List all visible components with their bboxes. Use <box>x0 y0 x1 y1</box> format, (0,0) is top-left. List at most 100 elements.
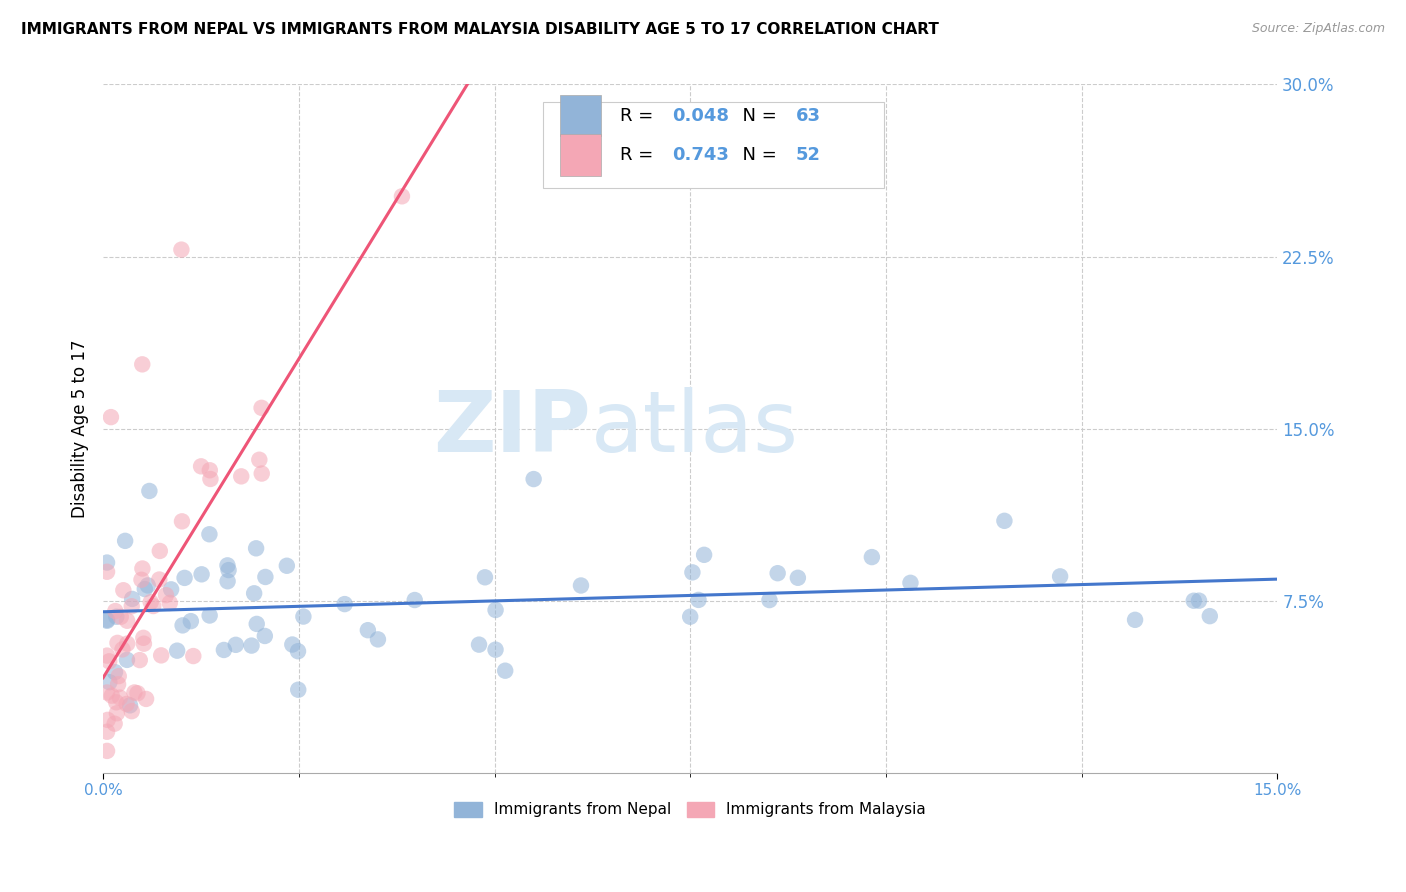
Point <box>132 631 155 645</box>
Point <box>198 608 221 623</box>
Point <box>105 609 128 624</box>
Text: Source: ZipAtlas.com: Source: ZipAtlas.com <box>1251 22 1385 36</box>
Point <box>132 637 155 651</box>
Point <box>758 593 780 607</box>
Point <box>484 642 506 657</box>
Point <box>124 685 146 699</box>
FancyBboxPatch shape <box>544 102 884 187</box>
Point <box>121 591 143 606</box>
Point <box>190 459 212 474</box>
Point <box>333 597 356 611</box>
Point <box>128 653 150 667</box>
Text: R =: R = <box>620 146 659 164</box>
Point <box>247 452 270 467</box>
Point <box>1182 593 1205 607</box>
Point <box>198 463 221 477</box>
Point <box>681 566 703 580</box>
Point <box>112 583 135 598</box>
Point <box>114 533 136 548</box>
Point <box>107 677 129 691</box>
Point <box>166 643 188 657</box>
Text: N =: N = <box>731 146 783 164</box>
Point <box>105 706 128 721</box>
Point <box>142 599 165 613</box>
Point <box>494 664 516 678</box>
Point <box>1049 569 1071 583</box>
Point <box>96 613 118 627</box>
Point <box>786 571 808 585</box>
Point <box>468 638 491 652</box>
Point <box>104 716 127 731</box>
Point <box>217 574 239 589</box>
Point <box>200 472 222 486</box>
Point <box>115 637 138 651</box>
Text: IMMIGRANTS FROM NEPAL VS IMMIGRANTS FROM MALAYSIA DISABILITY AGE 5 TO 17 CORRELA: IMMIGRANTS FROM NEPAL VS IMMIGRANTS FROM… <box>21 22 939 37</box>
Point <box>139 595 162 609</box>
Point <box>391 189 413 203</box>
Point <box>131 357 153 371</box>
Text: 0.048: 0.048 <box>672 106 730 125</box>
Point <box>108 690 131 705</box>
Point <box>115 614 138 628</box>
Point <box>131 573 153 587</box>
Point <box>170 514 193 528</box>
Text: atlas: atlas <box>591 387 799 470</box>
Point <box>281 638 304 652</box>
Text: 52: 52 <box>796 146 821 164</box>
Point <box>111 642 134 657</box>
Text: 0.743: 0.743 <box>672 146 730 164</box>
Point <box>1123 613 1146 627</box>
Point <box>217 558 239 573</box>
Point <box>150 648 173 663</box>
Point <box>287 682 309 697</box>
Point <box>181 648 204 663</box>
Point <box>104 604 127 618</box>
Y-axis label: Disability Age 5 to 17: Disability Age 5 to 17 <box>72 339 89 518</box>
Point <box>160 582 183 597</box>
Point <box>357 623 380 637</box>
Point <box>134 582 156 596</box>
Point <box>172 618 194 632</box>
Point <box>231 469 253 483</box>
Point <box>107 636 129 650</box>
Point <box>287 644 309 658</box>
Point <box>97 713 120 727</box>
Point <box>243 586 266 600</box>
Point <box>1198 609 1220 624</box>
Point <box>159 596 181 610</box>
Point <box>105 695 128 709</box>
Point <box>900 575 922 590</box>
Point <box>96 685 118 699</box>
Point <box>96 744 118 758</box>
Point <box>149 544 172 558</box>
FancyBboxPatch shape <box>560 95 600 136</box>
Point <box>96 565 118 579</box>
Point <box>292 609 315 624</box>
Point <box>148 573 170 587</box>
Point <box>96 648 118 663</box>
Legend: Immigrants from Nepal, Immigrants from Malaysia: Immigrants from Nepal, Immigrants from M… <box>449 796 932 823</box>
Text: N =: N = <box>731 106 783 125</box>
Point <box>135 692 157 706</box>
Point <box>131 561 153 575</box>
Point <box>110 609 132 624</box>
Point <box>180 614 202 628</box>
Point <box>198 527 221 541</box>
Point <box>1188 593 1211 607</box>
Point <box>254 570 277 584</box>
Point <box>250 401 273 415</box>
Point <box>96 614 118 628</box>
Point <box>100 689 122 703</box>
Point <box>404 593 426 607</box>
Point <box>115 653 138 667</box>
Point <box>104 665 127 679</box>
Point <box>474 570 496 584</box>
Point <box>98 675 121 690</box>
Text: R =: R = <box>620 106 659 125</box>
Point <box>679 609 702 624</box>
Point <box>170 243 193 257</box>
Point <box>246 616 269 631</box>
Point <box>121 704 143 718</box>
Point <box>127 686 149 700</box>
Point <box>993 514 1015 528</box>
